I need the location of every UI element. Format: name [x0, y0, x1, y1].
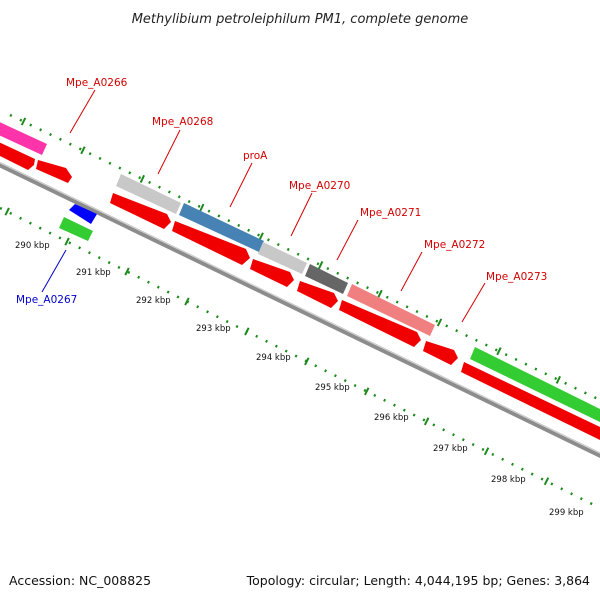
major-tick: [20, 117, 27, 126]
ruler-label: 290 kbp: [15, 241, 50, 251]
gene-feature-mpe-a0268[interactable]: [116, 174, 181, 214]
major-tick: [423, 417, 430, 426]
gene-label-mpe-a0266[interactable]: Mpe_A0266: [66, 77, 128, 89]
major-tick: [199, 203, 205, 212]
gene-label-mpe-a0267[interactable]: Mpe_A0267: [16, 294, 77, 306]
gene-feature-mpe-a0273[interactable]: [470, 347, 600, 422]
gene-feature-mpe-a0272[interactable]: [347, 284, 435, 336]
major-tick: [496, 347, 502, 356]
ruler-label: 299 kbp: [549, 508, 584, 518]
major-tick: [543, 477, 550, 486]
outer-major-ticks: [20, 117, 562, 384]
major-tick: [244, 327, 250, 336]
leader-line-mpe-a0268: [157, 129, 181, 175]
major-tick: [555, 375, 562, 384]
major-tick: [364, 387, 370, 396]
leader-line-mpe-a0266: [69, 89, 96, 134]
ruler-labels: 290 kbp 291 kbp 292 kbp 293 kbp 294 kbp …: [15, 241, 584, 518]
gene-label-mpe-a0270[interactable]: Mpe_A0270: [289, 180, 350, 192]
major-tick: [377, 289, 383, 298]
inner-major-ticks: [4, 207, 550, 486]
gene-label-mpe-a0272[interactable]: Mpe_A0272: [424, 239, 485, 251]
gene-label-mpe-a0273[interactable]: Mpe_A0273: [486, 271, 547, 283]
gene-label-mpe-a0271[interactable]: Mpe_A0271: [360, 207, 421, 219]
ruler-label: 294 kbp: [256, 353, 291, 363]
major-tick: [318, 261, 324, 270]
leader-line-mpe-a0272: [400, 251, 423, 292]
major-tick: [80, 146, 86, 155]
major-tick: [124, 267, 130, 276]
gene-feature-mpe-a0271[interactable]: [305, 264, 348, 294]
inner-tick-track: [0, 206, 600, 510]
ruler-label: 291 kbp: [76, 268, 111, 278]
gene-feature-reverse-arrow[interactable]: [69, 204, 97, 224]
gene-feature-proa[interactable]: [179, 203, 264, 252]
gene-feature-mpe-a0270[interactable]: [258, 242, 307, 274]
ruler-label: 295 kbp: [315, 383, 350, 393]
ruler-label: 296 kbp: [374, 413, 409, 423]
major-tick: [4, 207, 10, 216]
major-tick: [64, 237, 70, 246]
major-tick: [258, 232, 264, 241]
major-tick: [304, 357, 310, 366]
map-title: Methylibium petroleiphilum PM1, complete…: [132, 12, 469, 27]
cds-arrow[interactable]: [461, 362, 600, 440]
ruler-label: 298 kbp: [491, 475, 526, 485]
cds-track: [0, 138, 600, 440]
major-tick: [139, 174, 146, 183]
gene-feature-mpe-a0266[interactable]: [0, 120, 47, 155]
leader-line-mpe-a0267: [41, 249, 67, 293]
cds-arrow[interactable]: [36, 160, 72, 183]
leader-line-mpe-a0273: [461, 282, 486, 323]
cds-arrow[interactable]: [110, 193, 171, 229]
genome-backbone-line: [0, 162, 600, 458]
label-leader-lines: [41, 89, 486, 323]
leader-line-proa: [229, 162, 253, 208]
cds-arrow[interactable]: [250, 259, 294, 287]
major-tick: [184, 297, 190, 306]
ruler-label: 292 kbp: [136, 296, 171, 306]
cds-arrow[interactable]: [423, 341, 458, 365]
gene-label-proa[interactable]: proA: [243, 150, 268, 162]
ruler-label: 297 kbp: [433, 444, 468, 454]
genome-backbone-highlight: [0, 162, 600, 454]
cds-arrow[interactable]: [297, 281, 338, 308]
gene-track: [0, 120, 600, 422]
genome-summary-text: Topology: circular; Length: 4,044,195 bp…: [246, 573, 590, 588]
gene-labels: Mpe_A0266 Mpe_A0268 proA Mpe_A0270 Mpe_A…: [16, 77, 547, 306]
cds-arrow[interactable]: [339, 300, 421, 347]
cds-arrow[interactable]: [172, 221, 250, 265]
cds-arrow[interactable]: [0, 138, 35, 170]
gene-feature-mpe-a0267[interactable]: [59, 217, 93, 241]
leader-line-mpe-a0270: [290, 192, 313, 237]
leader-line-mpe-a0271: [336, 219, 359, 261]
major-tick: [436, 318, 443, 327]
gene-label-mpe-a0268[interactable]: Mpe_A0268: [152, 116, 213, 128]
accession-text: Accession: NC_008825: [9, 573, 151, 588]
major-tick: [483, 447, 490, 456]
ruler-label: 293 kbp: [196, 324, 231, 334]
